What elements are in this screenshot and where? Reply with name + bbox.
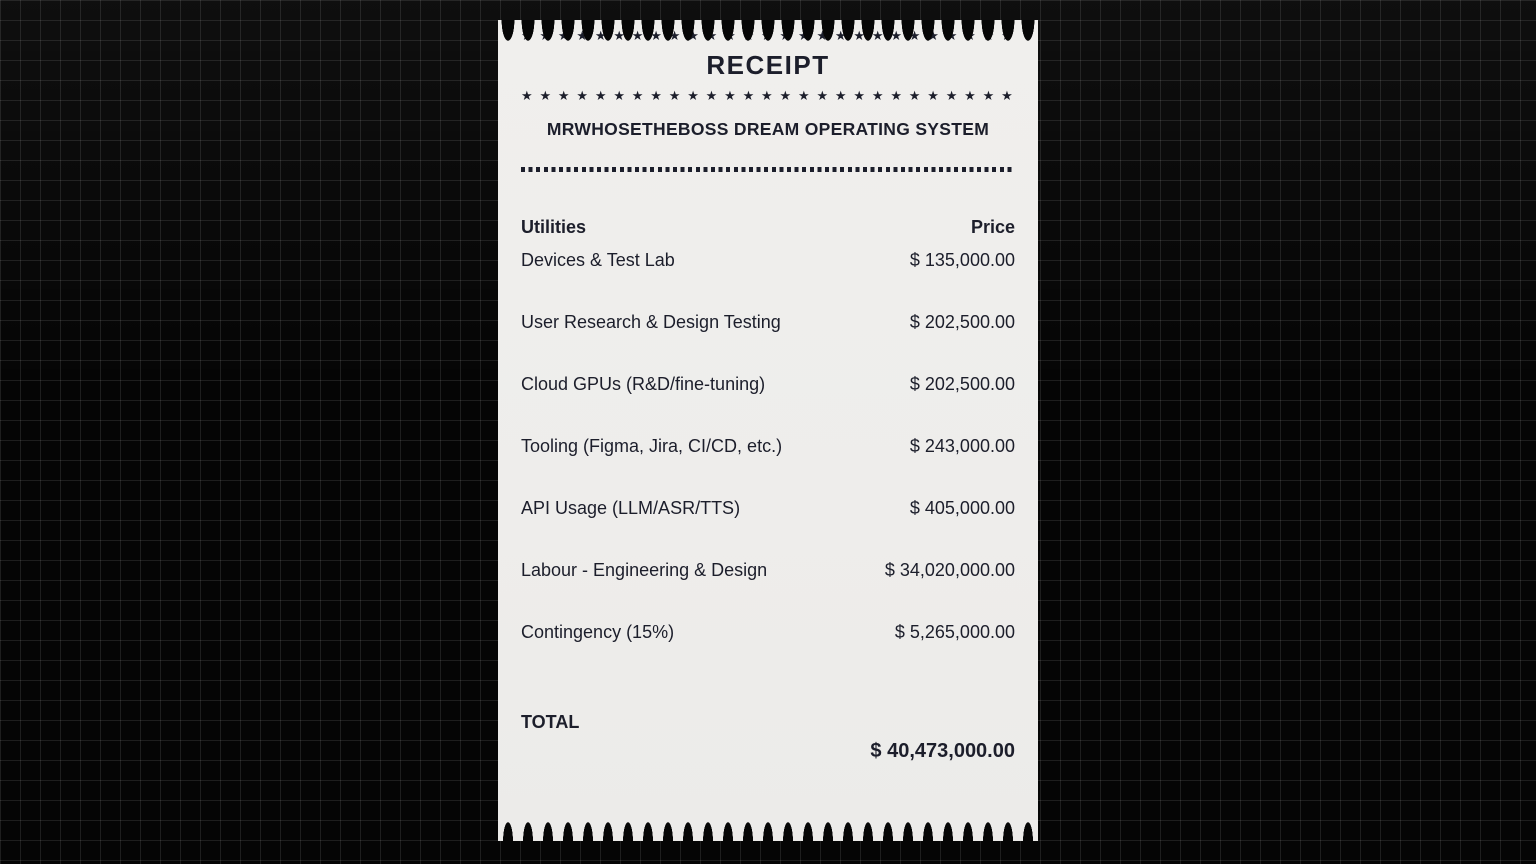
line-item-price: $ 34,020,000.00	[884, 560, 1015, 580]
line-item-label: Labour - Engineering & Design	[521, 560, 768, 580]
receipt-title: RECEIPT	[706, 50, 830, 80]
table-header-row: Utilities Price	[521, 217, 1015, 238]
line-item-label: User Research & Design Testing	[521, 312, 781, 332]
line-item-price: $ 243,000.00	[909, 436, 1015, 456]
star-divider-bottom: ★ ★ ★ ★ ★ ★ ★ ★ ★ ★ ★ ★ ★ ★ ★ ★ ★ ★ ★ ★ …	[521, 88, 1015, 103]
line-item-price: $ 202,500.00	[909, 374, 1015, 394]
line-item-label: API Usage (LLM/ASR/TTS)	[521, 498, 741, 518]
torn-edge-bottom	[498, 819, 1038, 841]
table-row: Devices & Test Lab $ 135,000.00	[521, 250, 1015, 271]
column-header-price: Price	[970, 217, 1015, 237]
dotted-divider	[521, 167, 1015, 172]
total-value: $ 40,473,000.00	[870, 740, 1015, 762]
line-item-label: Cloud GPUs (R&D/fine-tuning)	[521, 374, 766, 394]
line-item-label: Contingency (15%)	[521, 622, 675, 642]
table-row: API Usage (LLM/ASR/TTS) $ 405,000.00	[521, 498, 1015, 519]
line-item-price: $ 135,000.00	[909, 250, 1015, 270]
line-item-price: $ 202,500.00	[909, 312, 1015, 332]
table-row: Cloud GPUs (R&D/fine-tuning) $ 202,500.0…	[521, 374, 1015, 395]
column-header-item: Utilities	[521, 217, 587, 237]
table-row: Tooling (Figma, Jira, CI/CD, etc.) $ 243…	[521, 436, 1015, 457]
table-row: Labour - Engineering & Design $ 34,020,0…	[521, 560, 1015, 581]
torn-edge-top	[498, 20, 1038, 42]
line-item-label: Tooling (Figma, Jira, CI/CD, etc.)	[521, 436, 783, 456]
line-item-price: $ 5,265,000.00	[894, 622, 1015, 642]
receipt-subtitle: MRWHOSETHEBOSS DREAM OPERATING SYSTEM	[546, 119, 990, 139]
line-item-label: Devices & Test Lab	[521, 250, 675, 270]
total-label: TOTAL	[521, 712, 580, 732]
table-row: User Research & Design Testing $ 202,500…	[521, 312, 1015, 333]
table-row: Contingency (15%) $ 5,265,000.00	[521, 622, 1015, 643]
line-item-price: $ 405,000.00	[909, 498, 1015, 518]
receipt-paper: ★ ★ ★ ★ ★ ★ ★ ★ ★ ★ ★ ★ ★ ★ ★ ★ ★ ★ ★ ★ …	[498, 20, 1038, 841]
